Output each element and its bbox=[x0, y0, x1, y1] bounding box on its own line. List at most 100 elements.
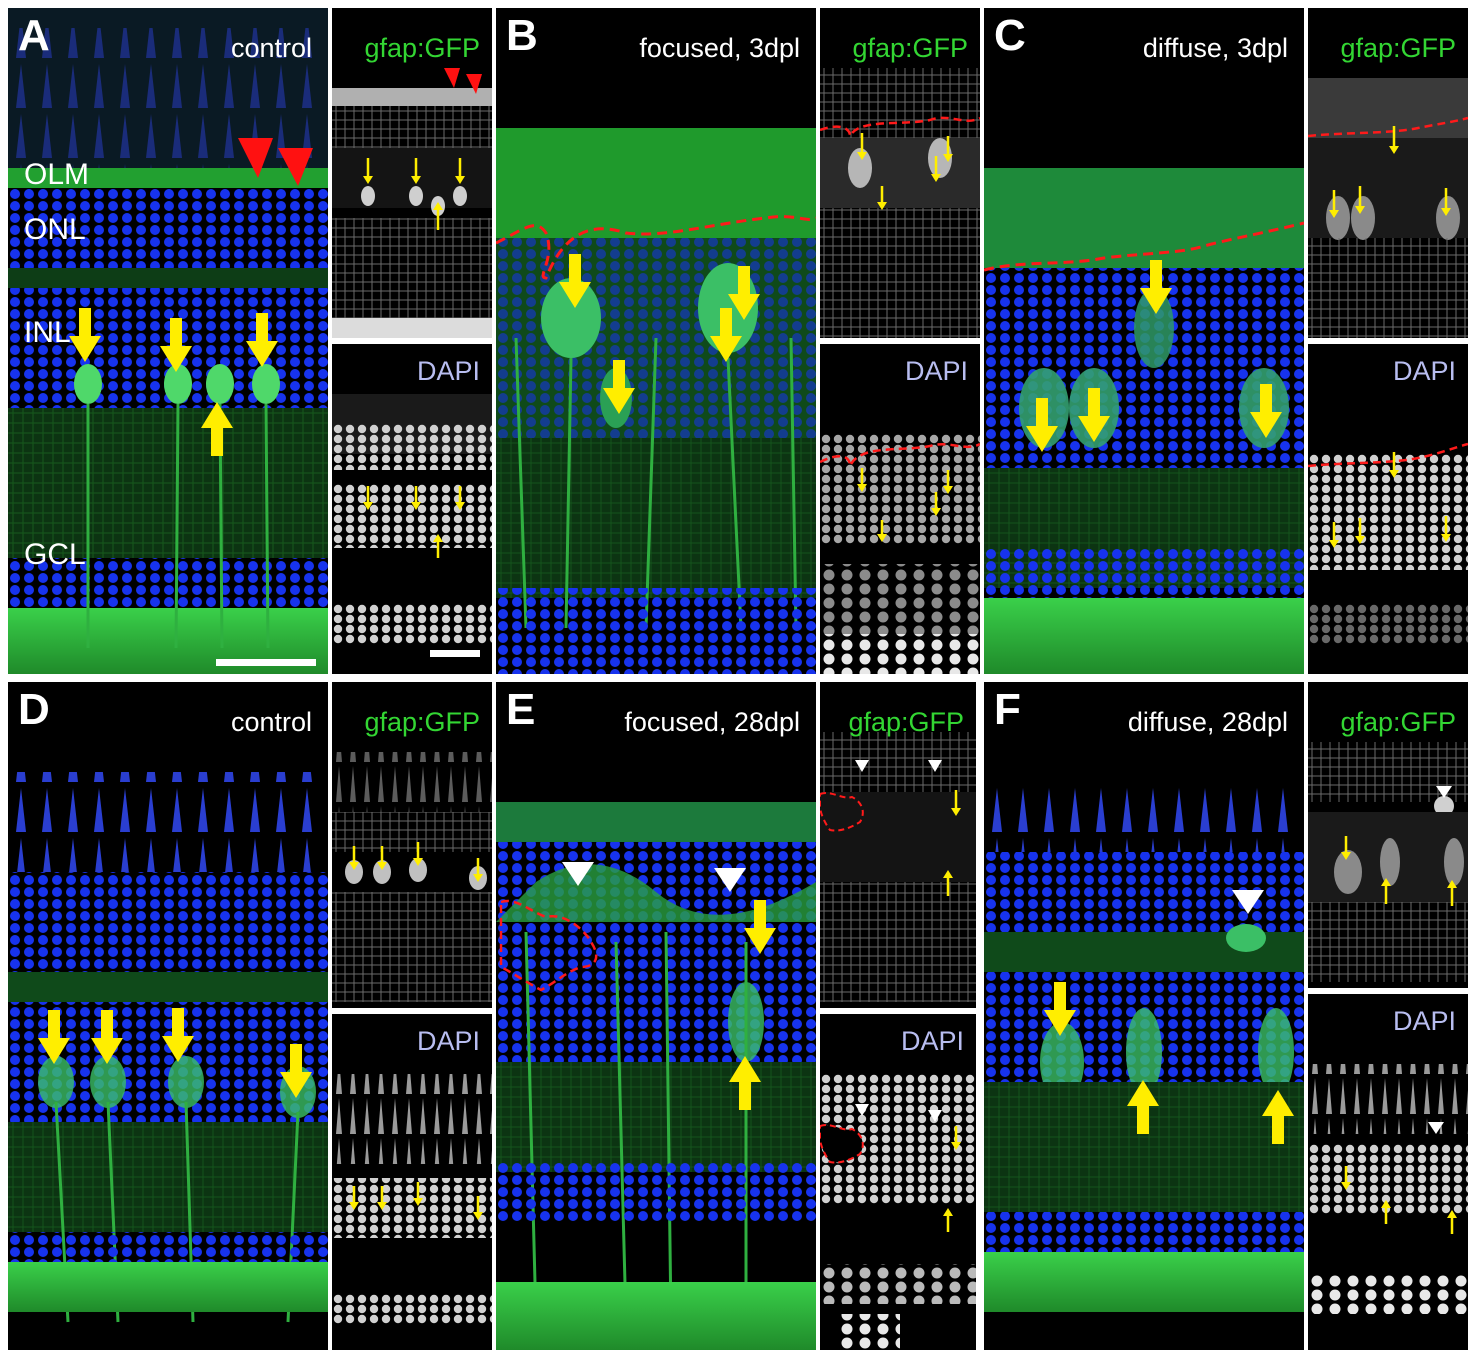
condition-label: focused, 3dpl bbox=[639, 33, 800, 63]
panel-letter: E bbox=[506, 685, 536, 734]
annotation-overlay bbox=[1044, 890, 1294, 1144]
yellow-arrows bbox=[1332, 452, 1448, 542]
annotation-overlay bbox=[820, 1104, 961, 1232]
yellow-arrows bbox=[1044, 982, 1294, 1144]
panel-letter: C bbox=[994, 11, 1026, 60]
annotation-overlay bbox=[496, 215, 816, 414]
gfp-channel-image bbox=[332, 752, 492, 1002]
white-arrowhead bbox=[714, 868, 746, 892]
annotation-overlay bbox=[1341, 786, 1457, 906]
panel-b-gfp: gfap:GFP bbox=[820, 8, 980, 338]
layer-label-inl: INL bbox=[24, 316, 71, 349]
gfp-label: gfap:GFP bbox=[848, 707, 964, 737]
panel-e-merge: E focused, 28dpl bbox=[496, 682, 816, 1350]
dapi-channel-image bbox=[820, 434, 980, 674]
retina-image bbox=[984, 782, 1304, 1312]
dapi-channel-image bbox=[332, 394, 492, 644]
annotation-overlay bbox=[38, 1008, 312, 1098]
white-arrowhead bbox=[562, 862, 594, 886]
scale-bar bbox=[216, 659, 316, 666]
gfp-label: gfap:GFP bbox=[852, 33, 968, 63]
annotation-overlay bbox=[820, 760, 961, 896]
dapi-label: DAPI bbox=[416, 356, 480, 386]
yellow-arrows bbox=[352, 842, 480, 876]
scale-bar bbox=[430, 650, 480, 657]
red-arrowhead bbox=[444, 68, 482, 94]
yellow-arrows bbox=[1026, 260, 1282, 452]
panel-d-merge: D control bbox=[8, 682, 328, 1350]
panel-a-merge: A control OLM ONL INL GCL bbox=[8, 8, 328, 674]
annotation-overlay bbox=[363, 68, 482, 230]
dapi-channel-image bbox=[332, 1074, 492, 1324]
white-arrowhead bbox=[855, 760, 942, 772]
annotation-overlay bbox=[820, 116, 980, 210]
panel-d-dapi: DAPI bbox=[332, 1014, 492, 1350]
annotation-overlay bbox=[1308, 116, 1468, 218]
gfp-channel-image bbox=[1308, 78, 1468, 338]
gfp-label: gfap:GFP bbox=[1340, 707, 1456, 737]
lesion-outline bbox=[820, 1124, 864, 1164]
annotation-overlay bbox=[363, 486, 465, 558]
white-arrowhead bbox=[1232, 890, 1264, 914]
lesion-outline bbox=[820, 116, 980, 141]
condition-label: diffuse, 28dpl bbox=[1127, 707, 1288, 737]
annotation-overlay bbox=[820, 442, 980, 542]
gfp-channel-image bbox=[1308, 742, 1468, 982]
gfp-label: gfap:GFP bbox=[364, 33, 480, 63]
panel-f-merge: F diffuse, 28dpl bbox=[984, 682, 1304, 1350]
lesion-outline bbox=[499, 899, 598, 992]
condition-label: diffuse, 3dpl bbox=[1142, 33, 1288, 63]
yellow-arrows bbox=[1332, 126, 1448, 212]
condition-label: control bbox=[230, 707, 312, 737]
annotation-overlay bbox=[984, 221, 1304, 452]
yellow-arrows bbox=[38, 1008, 312, 1098]
annotation-overlay bbox=[1341, 1122, 1457, 1234]
retina-image bbox=[984, 168, 1304, 674]
panel-letter: F bbox=[994, 685, 1021, 734]
white-arrowhead bbox=[1436, 786, 1452, 798]
panel-c-gfp: gfap:GFP bbox=[1308, 8, 1468, 338]
lesion-outline bbox=[1308, 442, 1468, 468]
lesion-outline bbox=[820, 442, 980, 467]
panel-letter: A bbox=[18, 11, 50, 60]
lesion-outline bbox=[496, 215, 816, 280]
yellow-arrows bbox=[366, 486, 462, 558]
panel-a-gfp: gfap:GFP bbox=[332, 8, 492, 338]
layer-label-gcl: GCL bbox=[24, 538, 86, 571]
annotation-overlay bbox=[69, 138, 313, 456]
retina-image bbox=[8, 772, 328, 1323]
white-arrowhead bbox=[1428, 1122, 1444, 1134]
dapi-channel-image bbox=[1308, 454, 1468, 644]
red-arrowhead bbox=[238, 138, 273, 178]
yellow-arrows bbox=[366, 158, 462, 230]
dapi-label: DAPI bbox=[1392, 1006, 1456, 1036]
panel-a-dapi: DAPI bbox=[332, 344, 492, 674]
lesion-outline bbox=[820, 792, 864, 832]
dapi-label: DAPI bbox=[904, 356, 968, 386]
lesion-outline bbox=[984, 221, 1304, 272]
retina-image bbox=[496, 802, 816, 1350]
panel-f-dapi: DAPI bbox=[1308, 994, 1468, 1350]
panel-b-merge: B focused, 3dpl bbox=[496, 8, 816, 674]
panel-c-merge: C diffuse, 3dpl bbox=[984, 8, 1304, 674]
yellow-arrows bbox=[729, 900, 776, 1110]
panel-e-dapi: DAPI bbox=[820, 1014, 976, 1350]
lesion-outline bbox=[1308, 116, 1468, 138]
annotation-overlay bbox=[1308, 442, 1468, 548]
layer-label-olm: OLM bbox=[24, 158, 90, 191]
panel-letter: B bbox=[506, 11, 538, 60]
dapi-label: DAPI bbox=[1392, 356, 1456, 386]
panel-b-dapi: DAPI bbox=[820, 344, 980, 674]
dapi-label: DAPI bbox=[416, 1026, 480, 1056]
yellow-arrows bbox=[559, 254, 760, 414]
panel-f-gfp: gfap:GFP bbox=[1308, 682, 1468, 988]
dapi-label: DAPI bbox=[900, 1026, 964, 1056]
annotation-overlay bbox=[349, 1182, 483, 1220]
gfp-channel-image bbox=[332, 88, 492, 338]
panel-e-gfp: gfap:GFP bbox=[820, 682, 976, 1008]
panel-d-gfp: gfap:GFP bbox=[332, 682, 492, 1008]
condition-label: control bbox=[230, 33, 312, 63]
annotation-overlay bbox=[349, 842, 483, 882]
yellow-arrows bbox=[352, 1182, 480, 1214]
gfp-channel-image bbox=[820, 68, 980, 338]
